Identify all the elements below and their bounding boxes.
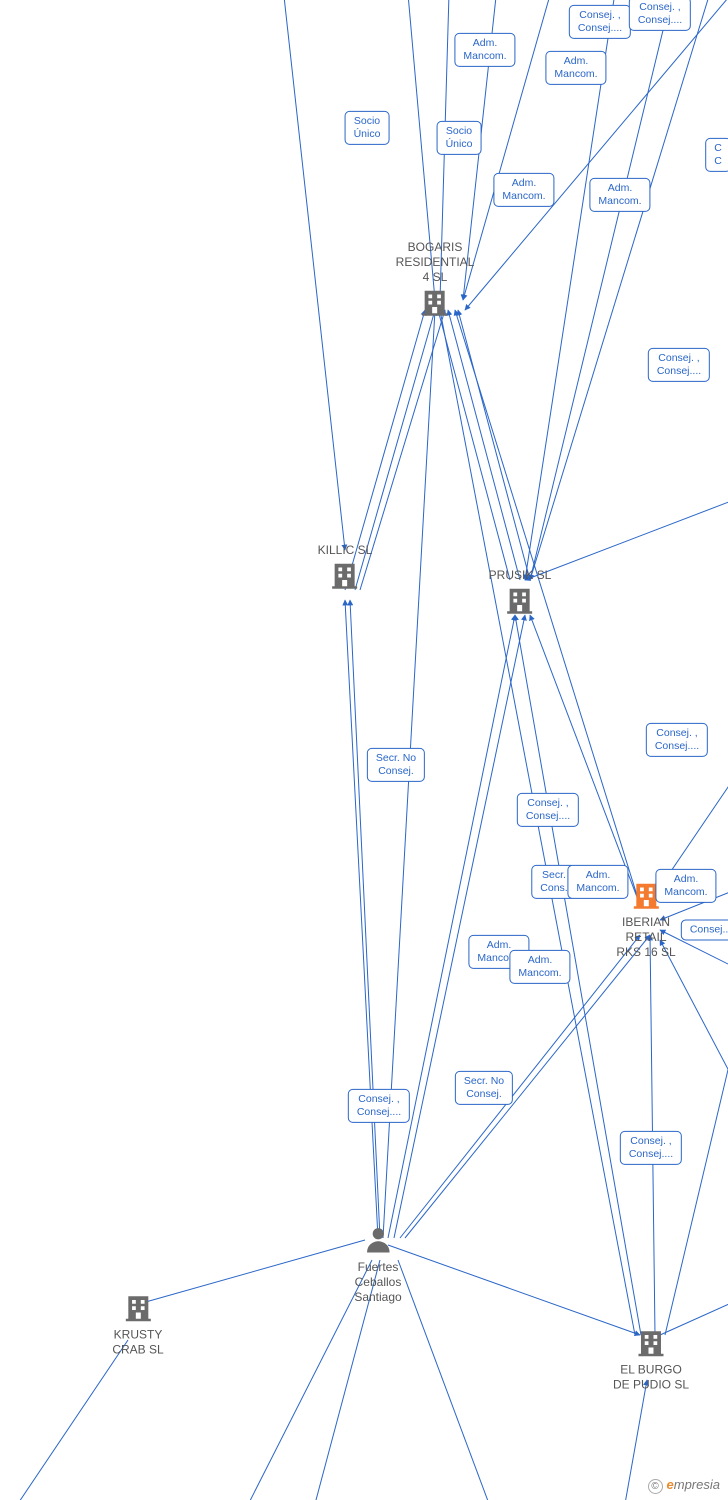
- node-fuertes[interactable]: Fuertes Ceballos Santiago: [354, 1225, 401, 1305]
- network-canvas: BOGARIS RESIDENTIAL 4 SL KILLIC SL PRUSI…: [0, 0, 728, 1500]
- edge: [530, 0, 680, 580]
- watermark-brand-rest: mpresia: [674, 1477, 720, 1492]
- node-killic[interactable]: KILLIC SL: [318, 543, 373, 593]
- edge-label: Secr. No Consej.: [455, 1071, 513, 1105]
- edge-label: Consej. , Consej....: [517, 793, 579, 827]
- edge-label: C C: [705, 138, 728, 172]
- edge-label: Consej. , Consej....: [629, 0, 691, 31]
- edge-label: Secr. No Consej.: [367, 748, 425, 782]
- edge: [345, 600, 378, 1238]
- node-label: EL BURGO DE PUDIO SL: [613, 1363, 689, 1393]
- edge-label: Secr. Cons.: [531, 865, 576, 899]
- edge: [660, 940, 728, 1130]
- edge-label: Adm. Mancom.: [468, 935, 529, 969]
- edge-label: Adm. Mancom.: [454, 33, 515, 67]
- edge-label: Socio Único: [437, 121, 482, 155]
- edge-label: Socio Único: [345, 111, 390, 145]
- edge-label: Adm. Mancom.: [589, 178, 650, 212]
- building-icon: [396, 287, 475, 320]
- edge: [220, 1260, 372, 1500]
- edge: [448, 310, 520, 580]
- edge: [405, 0, 435, 300]
- edge: [280, 0, 345, 550]
- edge-label: Consej. , Consej....: [569, 5, 631, 39]
- edge-label: Adm. Mancom.: [567, 865, 628, 899]
- edge: [135, 1240, 365, 1305]
- edge: [440, 310, 635, 1335]
- edge: [0, 1340, 128, 1500]
- edge: [345, 310, 425, 590]
- edge: [660, 880, 728, 920]
- edge: [465, 0, 728, 310]
- edge-label: Consej. , Consej....: [648, 348, 710, 382]
- edge: [405, 935, 650, 1238]
- watermark-brand-e: e: [667, 1477, 674, 1492]
- edge: [440, 0, 450, 300]
- edge: [665, 935, 728, 1335]
- building-icon: [636, 1328, 666, 1361]
- building-icon: [489, 585, 552, 618]
- node-iberian[interactable]: IBERIAN RETAIL RKS 16 SL: [616, 880, 675, 960]
- edge: [650, 935, 655, 1335]
- edge: [530, 615, 640, 905]
- edge-label: Consej. , Consej....: [348, 1089, 410, 1123]
- node-label: Fuertes Ceballos Santiago: [354, 1260, 401, 1305]
- copyright-symbol: ©: [648, 1479, 663, 1494]
- edge-label: Adm. Mancom.: [545, 51, 606, 85]
- edge-label: Adm. Mancom.: [509, 950, 570, 984]
- edge: [300, 1260, 380, 1500]
- edge: [660, 1290, 728, 1335]
- edge: [648, 740, 728, 905]
- edge: [615, 1380, 647, 1500]
- node-label: BOGARIS RESIDENTIAL 4 SL: [396, 240, 475, 285]
- node-prusik[interactable]: PRUSIK SL: [489, 568, 552, 618]
- edge: [398, 1260, 510, 1500]
- edge: [394, 615, 525, 1238]
- edge: [350, 600, 380, 1238]
- edge: [515, 615, 641, 1335]
- edge: [458, 310, 530, 580]
- node-bogaris[interactable]: BOGARIS RESIDENTIAL 4 SL: [396, 240, 475, 320]
- node-label: KRUSTY CRAB SL: [112, 1328, 163, 1358]
- edge: [388, 615, 515, 1238]
- watermark: © empresia: [648, 1477, 720, 1494]
- edge: [438, 310, 510, 580]
- edge-label: Consej. , Consej....: [620, 1131, 682, 1165]
- building-icon: [318, 560, 373, 593]
- edge: [525, 0, 620, 580]
- building-icon: [123, 1293, 153, 1326]
- node-label: KILLIC SL: [318, 543, 373, 558]
- edge: [530, 0, 720, 580]
- edge: [355, 310, 435, 590]
- edge-label: Adm. Mancom.: [655, 869, 716, 903]
- edge: [463, 0, 560, 300]
- person-icon: [363, 1225, 393, 1258]
- node-elburgo[interactable]: EL BURGO DE PUDIO SL: [613, 1328, 689, 1393]
- edge-label: Consej. , Consej....: [646, 723, 708, 757]
- node-krusty[interactable]: KRUSTY CRAB SL: [112, 1293, 163, 1358]
- node-label: PRUSIK SL: [489, 568, 552, 583]
- edge: [660, 930, 728, 980]
- edge: [400, 935, 640, 1238]
- edge: [455, 310, 640, 905]
- edge: [388, 1245, 640, 1335]
- edge: [383, 310, 435, 1238]
- edge: [463, 0, 500, 300]
- edge: [360, 310, 445, 590]
- edges-layer: [0, 0, 728, 1500]
- edge: [525, 490, 728, 580]
- node-label: IBERIAN RETAIL RKS 16 SL: [616, 915, 675, 960]
- edge-label: Consej....: [681, 919, 728, 940]
- building-icon: [631, 880, 661, 913]
- edge-label: Adm. Mancom.: [493, 173, 554, 207]
